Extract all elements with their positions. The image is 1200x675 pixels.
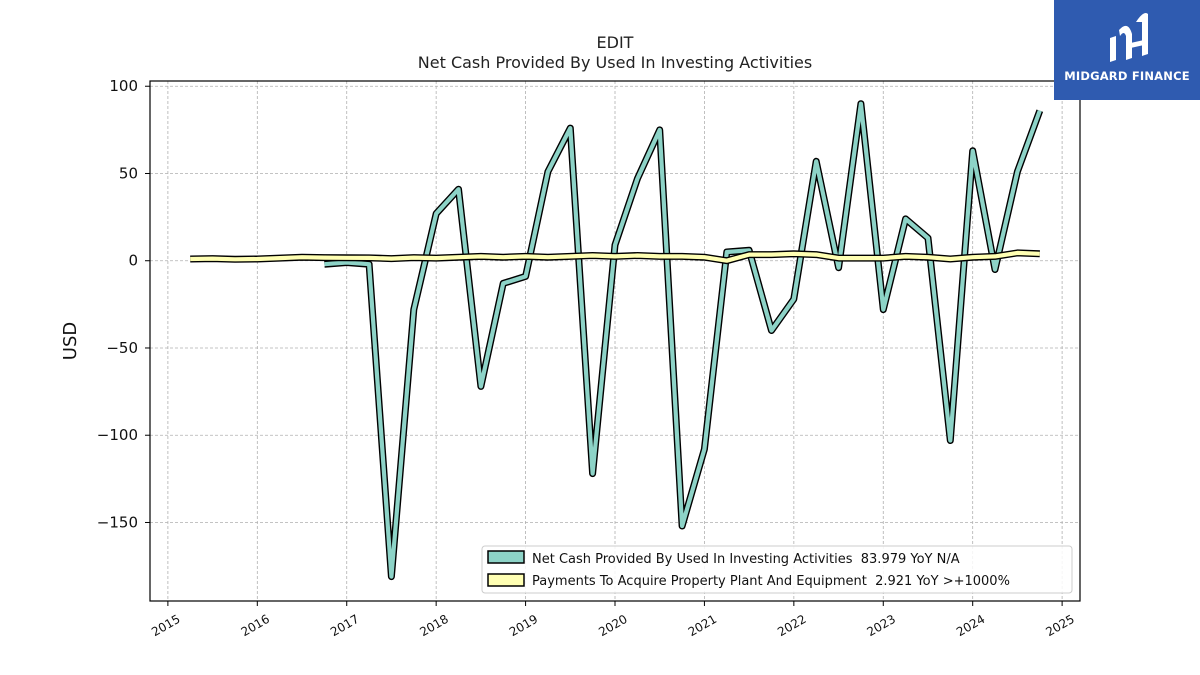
brand-logo: MIDGARD FINANCE [1054, 0, 1200, 100]
chart-title: EDIT [597, 33, 634, 52]
y-tick-label: 0 [128, 252, 138, 270]
legend: Net Cash Provided By Used In Investing A… [481, 545, 1073, 594]
y-tick-label: 50 [119, 164, 138, 182]
series-line-0 [324, 101, 1042, 579]
series-lines [190, 100, 1044, 581]
y-axis-label: USD [60, 322, 81, 360]
y-tick-label: −150 [97, 513, 138, 531]
brand-name: MIDGARD FINANCE [1064, 69, 1190, 83]
y-tick-label: −100 [97, 426, 138, 444]
y-tick-label: −50 [106, 339, 138, 357]
logo-mark-icon [1110, 13, 1148, 62]
legend-swatch-net-cash [487, 550, 525, 564]
y-tick-label: 100 [109, 77, 138, 95]
series-line-1 [190, 250, 1040, 263]
legend-box [481, 545, 1073, 594]
chart-subtitle: Net Cash Provided By Used In Investing A… [418, 53, 812, 72]
legend-label-net-cash: Net Cash Provided By Used In Investing A… [532, 552, 960, 567]
legend-label-payments: Payments To Acquire Property Plant And E… [532, 574, 1010, 589]
legend-swatch-payments [487, 573, 525, 587]
